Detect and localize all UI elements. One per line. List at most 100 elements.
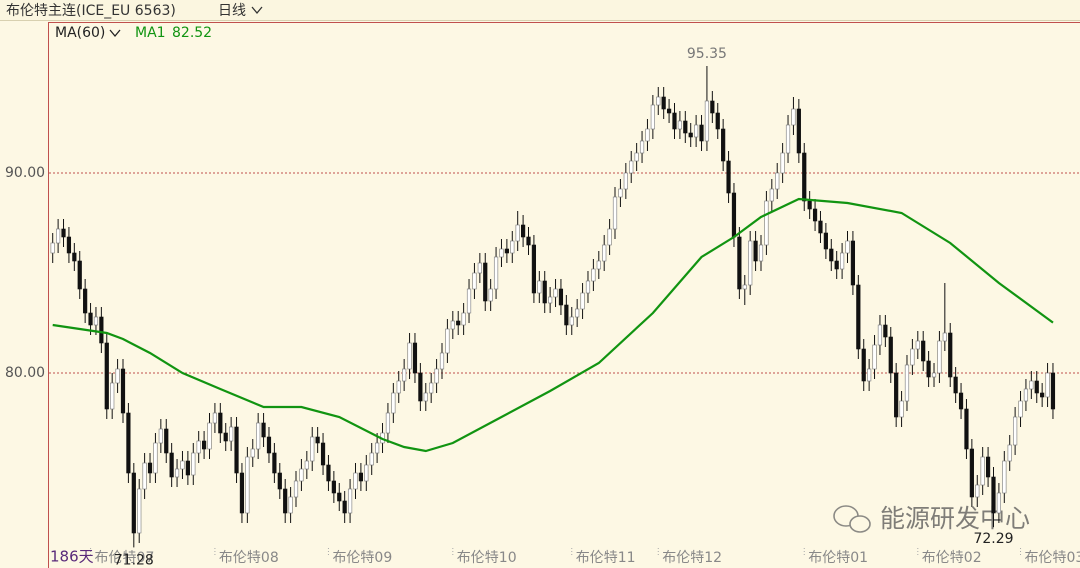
candle-body	[591, 268, 596, 282]
candle-body	[742, 284, 747, 290]
candle-body	[77, 260, 82, 290]
candle-body	[104, 342, 109, 410]
candle-body	[542, 280, 547, 304]
candle-body	[407, 342, 412, 370]
candle-body	[1013, 416, 1018, 446]
candle-body	[266, 436, 272, 454]
candle-body	[315, 436, 320, 444]
candle-body	[131, 472, 136, 534]
candle-body	[142, 462, 147, 490]
x-tick-label: 布伦特03	[1025, 550, 1080, 566]
candle-body	[888, 336, 893, 374]
candle-body	[580, 292, 585, 310]
candle-body	[650, 104, 655, 130]
candle-body	[845, 240, 850, 254]
candle-body	[66, 236, 72, 254]
candle-body	[515, 224, 520, 242]
candle-body	[320, 442, 326, 466]
candle-body	[629, 160, 634, 174]
candle-body	[602, 244, 607, 262]
candle-body	[212, 412, 218, 424]
candle-body	[256, 422, 261, 450]
candle-body	[1045, 372, 1050, 398]
indicator-dropdown-icon[interactable]	[109, 29, 121, 38]
candle-body	[375, 442, 380, 454]
candle-body	[272, 452, 277, 474]
candle-body	[504, 248, 509, 254]
candle-body	[558, 288, 564, 306]
min-label: 71.28	[114, 552, 154, 568]
candle-body	[753, 240, 758, 262]
candle-body	[672, 112, 677, 130]
candle-body	[126, 412, 131, 474]
candle-body	[1007, 444, 1012, 462]
candle-body	[326, 464, 331, 482]
candle-body	[153, 442, 158, 474]
candle-body	[791, 108, 796, 126]
candle-body	[607, 228, 612, 246]
candle-body	[531, 244, 537, 294]
candle-body	[623, 172, 628, 190]
candle-body	[342, 500, 347, 514]
candle-body	[229, 426, 234, 442]
candle-body	[823, 232, 828, 250]
candle-body	[1034, 380, 1039, 394]
candle-body	[856, 284, 861, 350]
candle-body	[704, 100, 710, 142]
candle-body	[450, 320, 455, 330]
candle-body	[731, 192, 737, 238]
candle-body	[207, 422, 212, 450]
candle-body	[353, 472, 358, 490]
y-tick-label: 90.00	[5, 165, 45, 181]
candle-body	[585, 280, 591, 294]
candle-body	[553, 288, 558, 298]
candle-body	[575, 308, 580, 318]
indicator-selector[interactable]: MA(60)	[55, 25, 105, 41]
candle-body	[921, 340, 926, 362]
candle-body	[969, 448, 974, 498]
candle-body	[894, 372, 899, 418]
candle-body	[147, 462, 153, 474]
candle-body	[899, 400, 904, 418]
candle-body	[445, 328, 450, 354]
x-tick-label: 布伦特11	[576, 550, 636, 566]
watermark-icon	[849, 515, 871, 533]
candle-body	[758, 244, 764, 262]
candle-body	[688, 132, 693, 138]
candle-body	[299, 468, 304, 482]
candle-body	[942, 332, 947, 342]
candle-body	[93, 316, 99, 326]
candle-body	[564, 304, 569, 326]
candle-body	[174, 468, 180, 478]
candle-body	[569, 316, 574, 326]
x-tick-label: 布伦特07	[95, 550, 155, 566]
candle-body	[910, 348, 915, 366]
days-label: 186天	[50, 548, 94, 566]
candle-body	[423, 392, 428, 402]
candle-body	[834, 260, 839, 270]
candle-body	[931, 372, 937, 378]
candle-body	[304, 460, 309, 470]
candle-body	[1023, 388, 1029, 402]
x-tick-label: 布伦特08	[219, 550, 279, 566]
x-tick-label: 布伦特02	[922, 550, 982, 566]
candle-body	[310, 436, 315, 462]
candle-body	[434, 368, 439, 384]
candle-body	[185, 460, 190, 476]
period-dropdown-icon[interactable]	[251, 6, 263, 15]
candle-body	[850, 240, 856, 286]
candle-body	[904, 364, 910, 402]
candle-body	[180, 460, 185, 470]
candle-body	[456, 320, 461, 326]
x-tick-label: 布伦特09	[332, 550, 392, 566]
candle-body	[596, 260, 601, 270]
candle-body	[1040, 392, 1045, 398]
period-selector[interactable]: 日线	[218, 3, 246, 19]
candle-body	[385, 412, 391, 434]
candle-body	[926, 360, 931, 378]
candle-body	[169, 452, 174, 478]
candle-body	[1018, 400, 1023, 418]
candle-body	[72, 252, 77, 262]
candle-body	[985, 456, 991, 478]
max-label: 95.35	[687, 46, 727, 62]
